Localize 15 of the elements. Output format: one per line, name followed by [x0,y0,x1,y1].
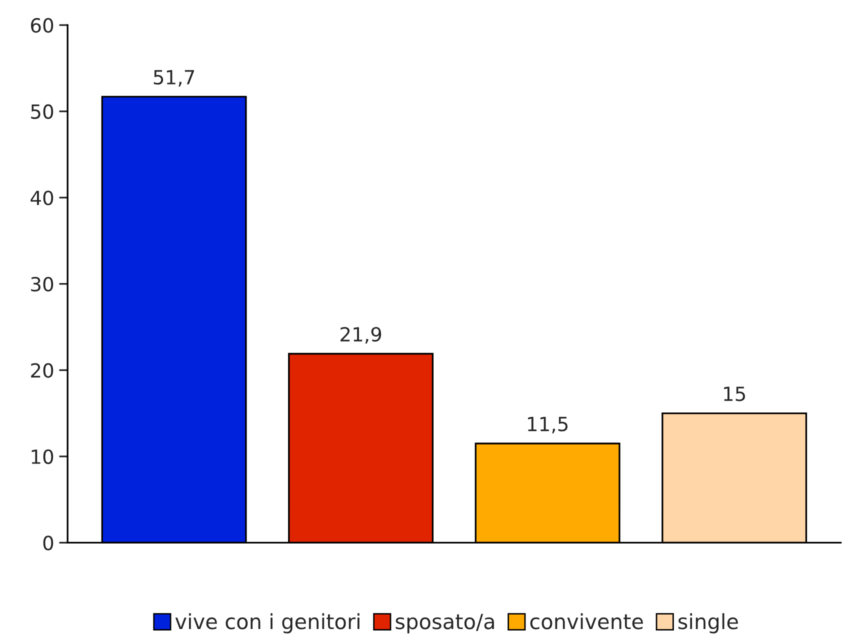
legend-label: convivente [530,613,643,630]
data-label: 15 [724,386,745,402]
y-tick-label: 10 [32,449,54,464]
legend-label: single [678,613,738,634]
data-label: 11,5 [528,416,568,434]
y-tick-label: 20 [31,363,54,378]
y-tick-label: 60 [31,18,54,33]
legend-label: vive con i genitori [175,613,360,634]
legend-label: sposato/a [396,614,494,634]
y-tick-label: 0 [43,536,54,550]
y-tick-label: 30 [31,276,54,292]
y-tick-label: 40 [30,190,54,206]
data-label: 51,7 [154,70,194,87]
y-tick-label: 50 [31,104,54,120]
data-label: 21,9 [340,326,382,344]
